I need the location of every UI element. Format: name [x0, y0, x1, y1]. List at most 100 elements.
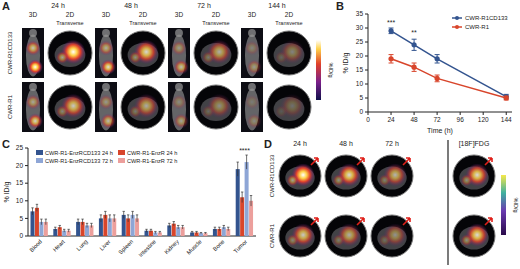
y-tick — [365, 42, 368, 43]
uptake — [25, 94, 40, 109]
x-tick-label: 24 — [387, 116, 395, 123]
error-bar — [173, 222, 175, 226]
panel-label: A — [2, 0, 10, 12]
error-bar — [90, 223, 92, 227]
legend-entry: CWR-R1-EnzRCD133 72 h — [45, 158, 113, 164]
label: 3D — [29, 11, 38, 18]
image-2d — [371, 215, 413, 257]
x-axis — [368, 112, 512, 113]
x-tick-label: Kidney — [163, 238, 180, 255]
uptake — [174, 113, 189, 128]
error-bar — [245, 155, 247, 169]
panel-label: C — [2, 138, 10, 150]
error-bar — [45, 219, 47, 225]
label: 24 h — [51, 2, 65, 9]
error-bar — [154, 231, 156, 233]
uptake — [244, 40, 259, 55]
head — [29, 83, 37, 91]
y-tick-label: 5 — [359, 94, 363, 101]
x-tick-label: 120 — [478, 116, 489, 123]
label: 2D — [212, 11, 221, 18]
bar — [35, 208, 39, 236]
legend-swatch — [36, 150, 43, 155]
x-tick-label: Spleen — [117, 238, 134, 255]
uptake — [25, 40, 40, 55]
error-bar — [123, 211, 125, 218]
uptake — [378, 234, 391, 247]
error-bar — [150, 229, 152, 232]
image-2d — [279, 155, 321, 197]
legend-entry: CWR-R1CD133 — [465, 15, 508, 21]
label: 72 h — [197, 2, 211, 9]
error-bar — [63, 229, 65, 232]
uptake — [56, 51, 69, 64]
colorbar-label: %ID/g — [513, 198, 519, 213]
x-tick — [483, 112, 484, 115]
error-bar — [59, 225, 61, 229]
image-2d — [267, 31, 311, 75]
uptake — [202, 51, 215, 64]
uptake — [171, 94, 186, 109]
x-tick — [414, 112, 415, 115]
error-bar — [177, 225, 179, 229]
y-tick — [25, 165, 28, 166]
colorbar-label: %ID/g — [328, 63, 334, 78]
x-tick-label: 72 — [434, 116, 442, 123]
point — [435, 56, 440, 61]
panel-label: D — [264, 138, 272, 150]
y-tick-label: 35 — [356, 10, 364, 17]
label: 3D — [175, 11, 184, 18]
uptake — [247, 113, 262, 128]
label: 48 h — [124, 2, 138, 9]
uptake — [129, 105, 142, 118]
plot-area — [31, 155, 254, 236]
y-tick-label: 20 — [356, 52, 364, 59]
point — [411, 42, 416, 47]
uptake — [244, 94, 259, 109]
label: Transverse — [129, 20, 156, 26]
y-tick — [365, 28, 368, 29]
image-2d — [325, 155, 367, 197]
label: Transverse — [56, 20, 83, 26]
row-label: CWR-R1 — [7, 94, 13, 119]
y-tick-label: 5 — [19, 215, 23, 222]
bar — [240, 197, 244, 236]
error-bar — [127, 215, 129, 222]
x-tick-label: Tumor — [232, 238, 248, 254]
label: 2D — [139, 11, 148, 18]
image-3d — [22, 28, 44, 78]
x-tick — [437, 112, 438, 115]
legend-swatch — [36, 158, 43, 163]
error-bar — [435, 75, 440, 82]
head — [29, 29, 37, 37]
uptake — [171, 40, 186, 55]
error-bar — [191, 231, 193, 233]
y-tick — [365, 84, 368, 85]
x-tick-label: Bone — [212, 238, 226, 252]
annotation: ** — [411, 29, 417, 36]
x-tick — [460, 112, 461, 115]
error-bar — [195, 231, 197, 233]
error-bar — [168, 223, 170, 227]
y-axis-label: % ID/g — [3, 181, 11, 202]
uptake — [28, 59, 43, 74]
error-bar — [131, 211, 133, 218]
y-tick — [365, 14, 368, 15]
arrow — [403, 158, 410, 165]
legend-swatch — [118, 150, 125, 155]
series-line — [391, 31, 506, 97]
point — [504, 95, 509, 100]
image-2d — [453, 155, 495, 197]
error-bar — [504, 96, 509, 100]
image-2d — [267, 85, 311, 129]
bar — [203, 233, 207, 236]
error-bar — [218, 227, 220, 231]
error-bar — [145, 229, 147, 232]
y-tick-label: 15 — [356, 66, 364, 73]
image-2d — [371, 155, 413, 197]
error-bar — [227, 227, 229, 231]
y-axis-label: % ID/g — [342, 52, 350, 73]
colorbar — [501, 175, 506, 235]
panel-label: B — [336, 0, 344, 12]
row-label: CWR-R1CD133 — [7, 31, 13, 74]
